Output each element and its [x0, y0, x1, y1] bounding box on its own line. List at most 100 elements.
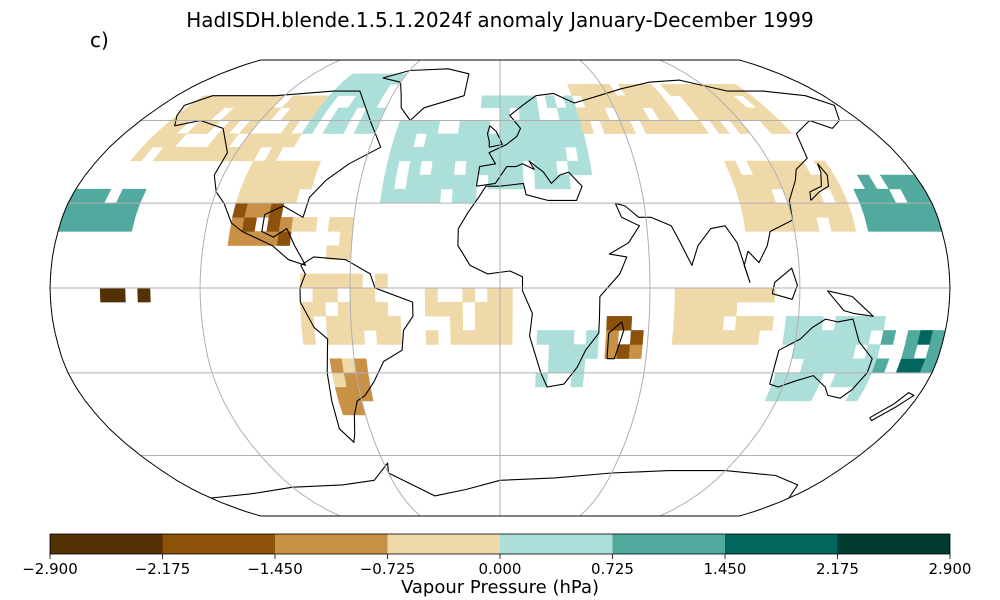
- grid-cell: [584, 344, 599, 359]
- grid-cell: [326, 330, 341, 345]
- anomaly-region: [723, 160, 857, 232]
- grid-cell: [463, 188, 477, 204]
- grid-cell: [303, 160, 322, 176]
- grid-cell: [337, 273, 351, 289]
- grid-cell: [536, 330, 550, 345]
- grid-cell: [325, 316, 340, 331]
- grid-cell: [264, 146, 284, 162]
- grid-cell: [559, 358, 574, 374]
- grid-cell: [351, 330, 366, 345]
- grid-cell: [508, 95, 520, 109]
- colorbar-tick-label: −1.450: [247, 560, 303, 578]
- colorbar-tick-label: −2.175: [135, 560, 191, 578]
- grid-cell: [487, 301, 501, 317]
- grid-cell: [520, 133, 533, 148]
- grid-cell: [858, 316, 874, 331]
- grid-cell: [518, 107, 531, 121]
- grid-cell: [813, 160, 835, 176]
- grid-cell: [407, 160, 422, 176]
- anomaly-region: [299, 273, 402, 345]
- grid-cell: [547, 358, 562, 374]
- grid-cell: [462, 287, 476, 303]
- grid-cell: [338, 245, 352, 260]
- anomaly-region: [291, 217, 355, 260]
- grid-cell: [570, 372, 585, 388]
- grid-cell: [724, 287, 738, 303]
- grid-cell: [324, 287, 338, 303]
- grid-cell: [375, 316, 389, 331]
- grid-cell: [312, 273, 326, 289]
- grid-cell: [415, 188, 430, 204]
- anomaly-region: [129, 95, 330, 162]
- grid-cell: [480, 95, 492, 109]
- grid-cell: [499, 330, 513, 345]
- anomaly-region: [853, 174, 943, 232]
- globe-outline: [49, 59, 951, 517]
- grid-cell: [720, 330, 736, 345]
- grid-cell: [698, 301, 713, 317]
- anomaly-region: [535, 330, 600, 388]
- grid-cell: [445, 133, 459, 148]
- grid-cell: [562, 95, 577, 109]
- grid-cell: [112, 287, 126, 303]
- colorbar-tick-label: 2.900: [929, 560, 972, 578]
- grid-cell: [796, 316, 812, 331]
- grid-cell: [529, 120, 542, 134]
- grid-cell: [349, 287, 363, 303]
- grid-cell: [449, 301, 463, 317]
- anomaly-region: [476, 95, 593, 190]
- grid-cell: [340, 217, 355, 232]
- colorbar-tick-label: −0.725: [360, 560, 416, 578]
- grid-cell: [741, 95, 767, 109]
- grid-cell: [736, 287, 751, 303]
- grid-cell: [544, 95, 558, 109]
- colorbar-segment: [162, 534, 275, 554]
- grid-cell: [729, 120, 751, 134]
- grid-cell: [327, 217, 343, 232]
- grid-cell: [880, 330, 897, 345]
- anomaly-region: [57, 188, 147, 232]
- grid-cell: [227, 231, 243, 246]
- grid-cell: [572, 344, 587, 359]
- grid-cell: [696, 330, 711, 345]
- grid-cell: [510, 146, 523, 162]
- grid-cell: [474, 301, 488, 317]
- grid-cell: [299, 273, 313, 289]
- anomaly-region: [235, 160, 322, 204]
- grid-cell: [604, 344, 619, 359]
- grid-cell: [443, 146, 457, 162]
- grid-cell: [487, 316, 501, 331]
- grid-cell: [532, 146, 546, 162]
- grid-cell: [723, 160, 743, 176]
- colorbar-label: Vapour Pressure (hPa): [400, 577, 600, 598]
- colorbar-segment: [500, 534, 613, 554]
- grid-cell: [709, 120, 731, 134]
- grid-cell: [405, 174, 420, 190]
- grid-cell: [280, 120, 301, 134]
- grid-cell: [338, 316, 352, 331]
- grid-cell: [548, 344, 562, 359]
- grid-cell: [391, 188, 406, 204]
- colorbar-tick-label: 1.450: [704, 560, 747, 578]
- grid-cell: [543, 146, 557, 162]
- anomaly-region: [567, 84, 793, 134]
- grid-cell: [350, 316, 365, 331]
- grid-cell: [499, 95, 510, 109]
- grid-cell: [578, 160, 593, 176]
- grid-cell: [350, 301, 364, 317]
- anomaly-region: [764, 316, 886, 402]
- grid-cell: [381, 174, 397, 190]
- grid-cell: [467, 133, 480, 148]
- colorbar-segment: [50, 534, 163, 554]
- grid-cell: [338, 231, 353, 246]
- grid-cell: [374, 273, 388, 289]
- grid-cell: [829, 188, 849, 204]
- grid-cell: [585, 330, 600, 345]
- grid-cell: [450, 330, 464, 345]
- grid-cell: [429, 174, 443, 190]
- grid-cell: [466, 146, 479, 162]
- grid-cell: [642, 84, 663, 96]
- grid-cell: [425, 330, 439, 345]
- grid-cell: [266, 217, 282, 232]
- grid-cell: [301, 330, 317, 345]
